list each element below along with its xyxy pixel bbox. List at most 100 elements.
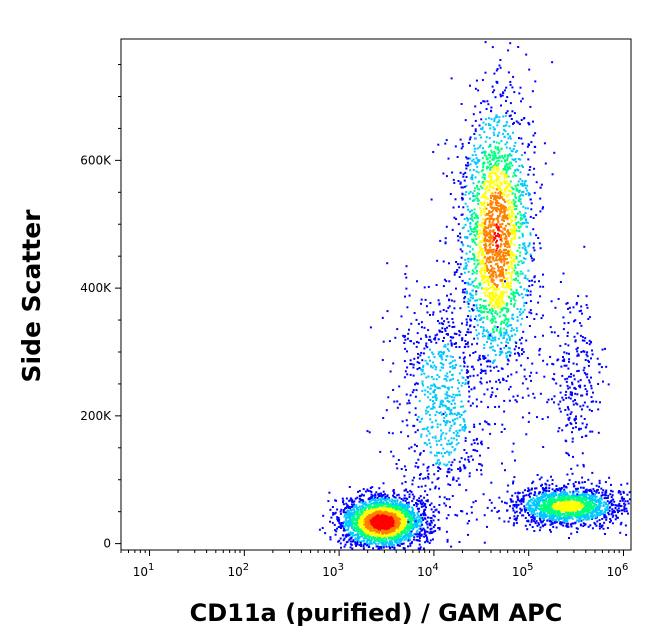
event-dot (511, 228, 514, 231)
event-dot (530, 208, 533, 211)
event-dot (391, 542, 394, 545)
event-dot (502, 132, 504, 135)
event-dot (482, 370, 484, 372)
event-dot (516, 249, 519, 252)
event-dot (508, 115, 511, 118)
event-dot (491, 273, 494, 276)
event-dot (512, 148, 515, 150)
event-dot (519, 178, 522, 181)
event-dot (463, 185, 466, 188)
event-dot (403, 539, 406, 542)
event-dot (426, 520, 429, 523)
event-dot (476, 185, 479, 188)
event-dot (454, 145, 457, 148)
event-dot (476, 161, 479, 164)
event-dot (391, 498, 394, 501)
event-dot (495, 200, 498, 202)
event-dot (426, 523, 429, 526)
event-dot (350, 498, 353, 501)
event-dot (352, 501, 355, 503)
event-dot (511, 450, 514, 453)
event-dot (512, 480, 515, 483)
event-dot (374, 529, 377, 532)
event-dot (489, 332, 492, 335)
event-dot (515, 229, 518, 232)
event-dot (374, 528, 377, 531)
event-dot (409, 518, 411, 521)
event-dot (505, 242, 507, 245)
event-dot (485, 167, 488, 170)
event-dot (481, 262, 484, 265)
event-dot (513, 302, 516, 305)
event-dot (370, 513, 373, 516)
event-dot (365, 542, 368, 545)
event-dot (373, 501, 376, 504)
event-dot (464, 171, 467, 174)
event-dot (510, 297, 513, 300)
event-dot (358, 544, 361, 547)
event-dot (496, 176, 499, 179)
event-dot (389, 534, 392, 537)
event-dot (489, 217, 492, 220)
event-dot (354, 505, 357, 508)
event-dot (504, 333, 507, 336)
event-dot (489, 369, 492, 372)
event-dot (372, 508, 375, 511)
event-dot (472, 368, 475, 371)
event-dot (391, 519, 394, 522)
event-dot (499, 204, 501, 207)
event-dot (505, 284, 508, 286)
event-dot (402, 547, 405, 550)
event-dot (348, 538, 351, 541)
event-dot (503, 176, 506, 179)
event-dot (394, 517, 397, 520)
event-dot (495, 301, 497, 304)
event-dot (419, 547, 421, 550)
event-dot (396, 536, 398, 539)
event-dot (486, 275, 489, 278)
event-dot (495, 252, 498, 254)
event-dot (519, 213, 522, 216)
event-dot (509, 385, 512, 388)
event-dot (485, 207, 488, 210)
event-dot (391, 530, 394, 533)
event-dot (499, 290, 502, 293)
event-dot (373, 516, 376, 519)
event-dot (480, 102, 483, 105)
event-dot (482, 240, 485, 243)
event-dot (488, 220, 491, 223)
event-dot (479, 298, 482, 301)
event-dot (390, 521, 393, 524)
event-dot (411, 506, 413, 509)
event-dot (400, 539, 403, 542)
event-dot (512, 317, 515, 320)
event-dot (490, 251, 493, 254)
event-dot (517, 292, 520, 295)
event-dot (484, 71, 487, 74)
event-dot (356, 513, 359, 516)
event-dot (362, 545, 365, 548)
event-dot (478, 259, 481, 261)
event-dot (461, 291, 464, 294)
event-dot (451, 228, 454, 231)
event-dot (360, 533, 363, 536)
event-dot (497, 245, 500, 248)
event-dot (489, 233, 492, 236)
event-dot (555, 484, 558, 487)
event-dot (471, 159, 474, 162)
event-dot (513, 236, 516, 238)
event-dot (378, 503, 381, 506)
event-dot (462, 206, 465, 209)
event-dot (608, 521, 611, 524)
event-dot (489, 205, 492, 208)
event-dot (364, 536, 367, 539)
event-dot (474, 299, 477, 302)
event-dot (380, 540, 383, 543)
event-dot (491, 194, 494, 197)
event-dot (351, 505, 354, 508)
event-dot (416, 499, 419, 502)
event-dot (504, 317, 507, 320)
event-dot (432, 530, 435, 533)
event-dot (497, 266, 499, 269)
event-dot (402, 505, 405, 508)
